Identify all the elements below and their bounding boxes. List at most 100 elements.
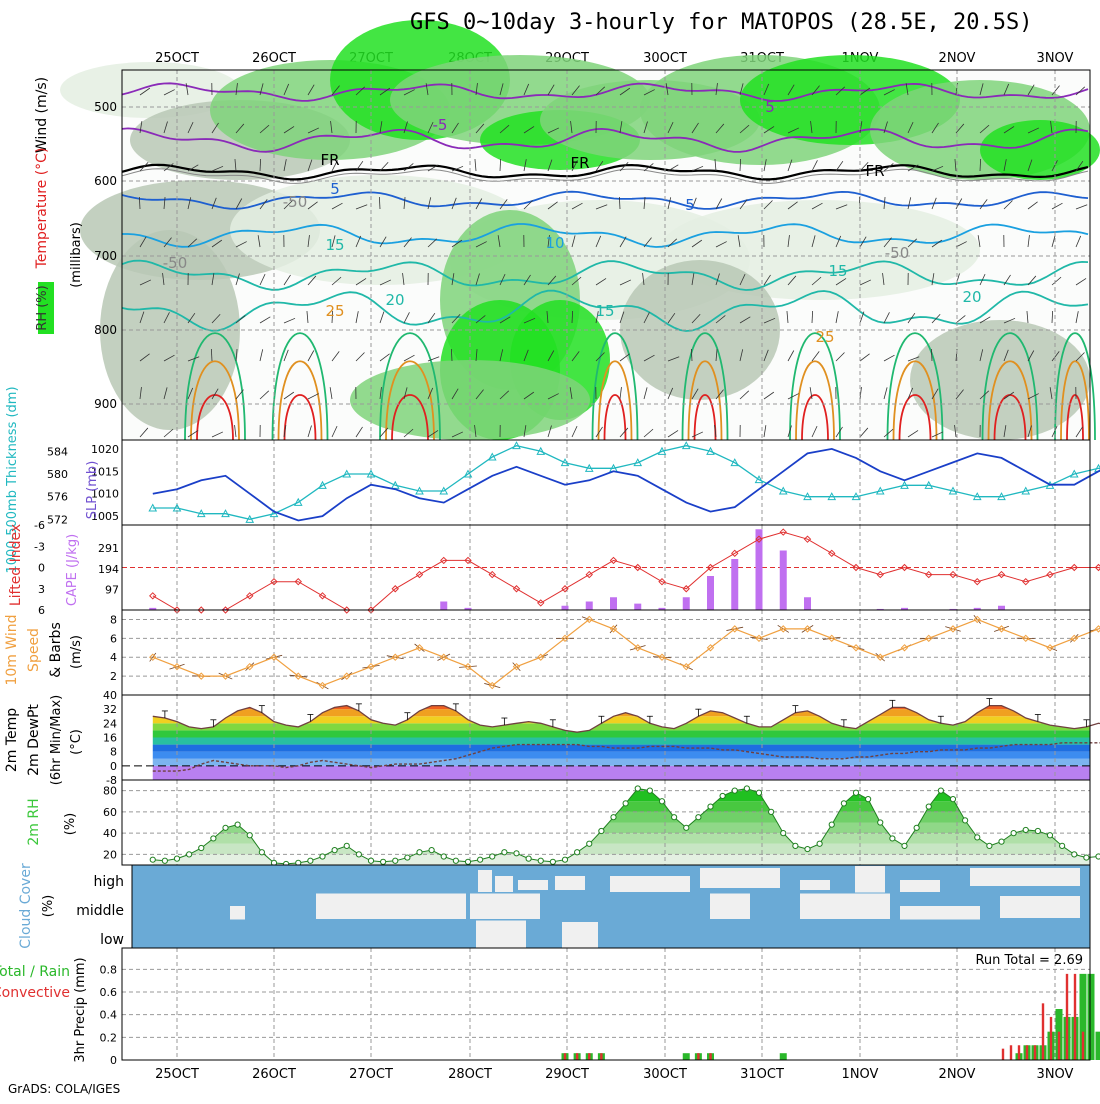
temp2m-axis-label-b: 2m DewPt: [26, 704, 42, 776]
precip-convective-bar: [709, 1053, 711, 1060]
precip-tick-label: 0.2: [100, 1031, 118, 1044]
rh2m-marker: [453, 858, 458, 863]
rh2m-marker: [975, 835, 980, 840]
temp2m-axis-label-a: 2m Temp: [4, 708, 20, 772]
bottom-axis-tick-label: 2NOV: [939, 1067, 976, 1082]
cape-bar: [756, 529, 763, 610]
temp2m-tick-label: 8: [110, 746, 117, 759]
lifted-index-axis-label: Lifted Index: [8, 524, 24, 606]
rh2m-marker: [756, 790, 761, 795]
temp-color-band: [122, 709, 1090, 716]
rh2m-marker: [769, 809, 774, 814]
rh2m-tick-label: 20: [103, 848, 117, 861]
rh2m-marker: [587, 841, 592, 846]
temp-band-group: [122, 695, 1090, 780]
pressure-tick-label: 800: [94, 323, 117, 337]
rh2m-marker: [441, 854, 446, 859]
bottom-axis-tick-label: 27OCT: [349, 1067, 393, 1082]
rh2m-tick-label: 60: [103, 806, 117, 819]
contour-label: 5: [685, 196, 695, 214]
lifted-index-line: [153, 532, 1100, 610]
precip-tick-label: 0: [110, 1054, 117, 1067]
cloud-clear-patch: [610, 876, 690, 892]
cloud-clear-patch: [562, 922, 598, 948]
rh2m-marker: [490, 854, 495, 859]
rh2m-marker: [950, 797, 955, 802]
rh2m-marker: [1023, 827, 1028, 832]
temp-color-band: [122, 759, 1090, 766]
contour-label: 25: [325, 302, 344, 320]
contour-label: -50: [885, 244, 910, 262]
rh2m-marker: [938, 788, 943, 793]
rh2m-axis-label: 2m RH: [26, 798, 42, 845]
rh2m-marker: [405, 855, 410, 860]
cloud-clear-patch: [710, 893, 750, 919]
cape-tick-label: 291: [98, 542, 119, 555]
rh2m-marker: [999, 839, 1004, 844]
rh2m-marker: [211, 836, 216, 841]
rh2m-marker: [793, 843, 798, 848]
temp2m-tick-label: 40: [103, 689, 117, 702]
cape-tick-label: 194: [98, 563, 119, 576]
rh-color-band: [122, 812, 1090, 823]
rh2m-marker: [478, 857, 483, 862]
rh2m-marker: [575, 850, 580, 855]
wind10-unit-label: (m/s): [69, 635, 84, 669]
cloud-clear-patch: [800, 893, 890, 919]
rh2m-marker: [199, 845, 204, 850]
temp-color-band: [122, 738, 1090, 745]
pressure-tick-label: 900: [94, 397, 117, 411]
top-axis-tick-label: 30OCT: [643, 51, 687, 66]
cape-bar: [804, 597, 811, 610]
rh2m-marker: [223, 825, 228, 830]
rh2m-marker: [914, 825, 919, 830]
rh2m-marker: [344, 843, 349, 848]
rh2m-marker: [647, 788, 652, 793]
rh2m-marker: [259, 850, 264, 855]
rh2m-marker: [635, 786, 640, 791]
temp2m-tick-label: 0: [110, 760, 117, 773]
bottom-axis-tick-label: 29OCT: [545, 1067, 589, 1082]
rh2m-marker: [381, 859, 386, 864]
temp2m-unit-label: (°C): [69, 729, 84, 755]
precip-axis-label: 3hr Precip (mm): [73, 957, 88, 1062]
cape-bar: [562, 606, 569, 610]
cape-bar: [634, 604, 641, 610]
top-axis-tick-label: 3NOV: [1037, 51, 1074, 66]
precip-convective-bar: [1058, 1032, 1060, 1060]
precip-convective-bar: [600, 1053, 602, 1060]
wind10-tick-label: 2: [110, 670, 117, 683]
rh2m-marker: [502, 850, 507, 855]
rh2m-marker: [247, 833, 252, 838]
bottom-axis-tick-label: 28OCT: [448, 1067, 492, 1082]
contour-label: -50: [163, 254, 188, 272]
precip-convective-bar: [1050, 1017, 1052, 1060]
thickness-tick-label: 572: [47, 513, 68, 526]
thickness-line: [153, 446, 1100, 520]
rh2m-marker: [368, 858, 373, 863]
rh-color-band: [122, 780, 1090, 791]
cloud-cover-unit-label: (%): [41, 895, 56, 918]
rh-color-band: [122, 833, 1090, 844]
cloud-clear-patch: [495, 876, 513, 892]
precip-convective-bar: [1066, 974, 1068, 1060]
upper-pressure-axis-label: (millibars): [69, 222, 84, 288]
bottom-axis-tick-label: 31OCT: [740, 1067, 784, 1082]
cloud-clear-patch: [855, 866, 885, 894]
cloud-clear-patch: [800, 880, 830, 890]
lifted-index-marker: [150, 593, 156, 599]
cape-tick-label: 97: [105, 583, 119, 596]
temp-color-band: [122, 730, 1090, 737]
precip-convective-bar: [1042, 1003, 1044, 1060]
contour-label: 20: [385, 291, 404, 309]
rh2m-marker: [465, 859, 470, 864]
precip-total-bar: [780, 1053, 787, 1060]
rh2m-marker: [1060, 843, 1065, 848]
rh2m-marker: [987, 843, 992, 848]
rh2m-marker: [684, 825, 689, 830]
cape-bar: [610, 597, 617, 610]
wind10-tick-label: 4: [110, 651, 117, 664]
rh2m-marker: [356, 852, 361, 857]
rh2m-marker: [963, 818, 968, 823]
